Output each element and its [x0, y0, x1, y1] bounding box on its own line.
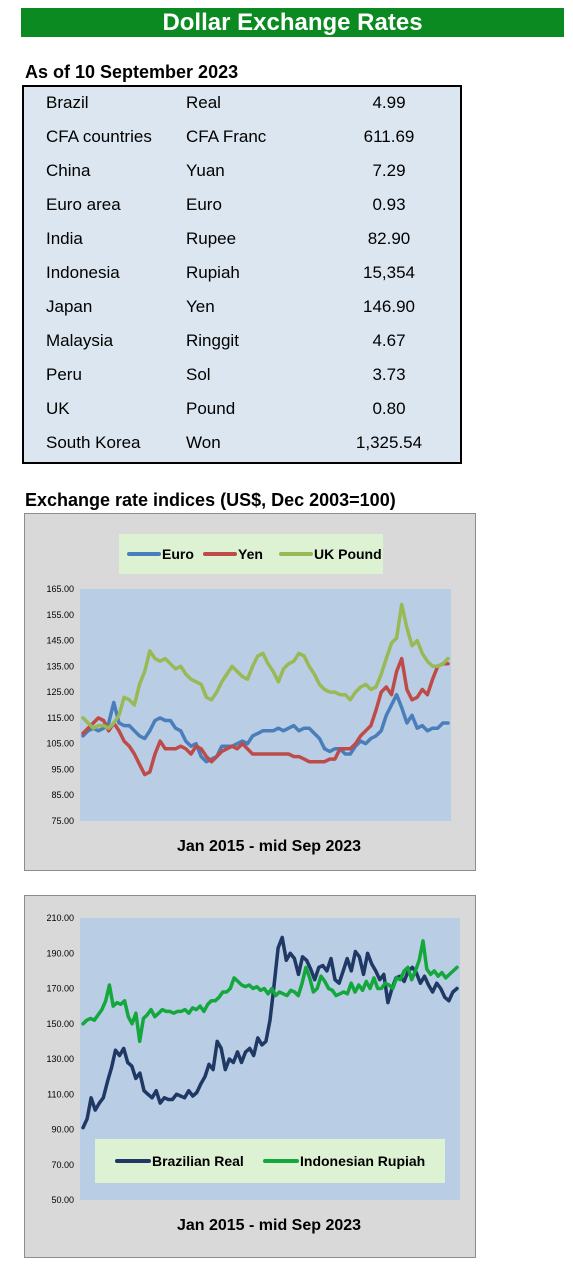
rate-currency: Pound — [186, 399, 236, 418]
rate-value: 15,354 — [363, 263, 415, 282]
y-tick-label: 165.00 — [46, 584, 74, 594]
rate-value: 611.69 — [363, 127, 415, 146]
rate-country: Euro area — [46, 195, 121, 214]
rate-country: Malaysia — [46, 331, 114, 350]
legend-label: Indonesian Rupiah — [300, 1153, 425, 1169]
rate-row: India Rupee 82.90 — [24, 229, 460, 263]
rate-row: Brazil Real 4.99 — [24, 93, 460, 127]
series-line-uk-pound — [81, 602, 450, 730]
y-tick-label: 210.00 — [46, 913, 74, 923]
chart-real-rupiah: 50.00 70.00 90.00 110.00 130.00 150.00 170.00 1… — [24, 895, 476, 1258]
y-tick-label: 150.00 — [46, 1019, 74, 1029]
y-tick-label: 70.00 — [51, 1160, 74, 1170]
rate-country: UK — [46, 399, 70, 418]
rate-currency: Rupee — [186, 229, 237, 248]
rate-country: South Korea — [46, 433, 141, 452]
rate-country: India — [46, 229, 83, 248]
rate-value: 3.73 — [372, 365, 406, 384]
rate-value: 1,325.54 — [355, 433, 423, 452]
legend-box — [119, 534, 383, 574]
legend-label: UK Pound — [314, 546, 382, 562]
y-tick-label: 85.00 — [51, 790, 74, 800]
x-axis-label: Jan 2015 - mid Sep 2023 — [177, 838, 361, 855]
rate-country: Japan — [46, 297, 93, 316]
page-title: Dollar Exchange Rates — [21, 8, 564, 37]
rate-value: 4.67 — [372, 331, 406, 350]
rate-currency: CFA Franc — [186, 127, 267, 146]
series-line-indonesian-rupiah — [81, 939, 459, 1044]
series-line-euro — [81, 692, 450, 764]
rate-country: Brazil — [46, 93, 89, 112]
chart-2-svg: 50.00 70.00 90.00 110.00 130.00 150.00 170.00 1… — [46, 913, 460, 1234]
rate-value: 0.93 — [372, 195, 406, 214]
rate-currency: Ringgit — [186, 331, 239, 350]
rate-currency: Euro — [186, 195, 222, 214]
y-tick-label: 105.00 — [46, 739, 74, 749]
y-tick-label: 125.00 — [46, 687, 74, 697]
rate-country: China — [46, 161, 91, 180]
y-tick-label: 190.00 — [46, 948, 74, 958]
rate-country: CFA countries — [46, 127, 152, 146]
rate-row: Japan Yen 146.90 — [24, 297, 460, 331]
rate-currency: Rupiah — [186, 263, 240, 282]
legend-label: Yen — [238, 546, 263, 562]
x-axis-label: Jan 2015 - mid Sep 2023 — [177, 1217, 361, 1234]
y-tick-label: 115.00 — [47, 713, 74, 723]
rate-currency: Yen — [186, 297, 215, 316]
plot-area — [80, 589, 451, 821]
rate-currency: Yuan — [186, 161, 225, 180]
rates-date-label: As of 10 September 2023 — [25, 62, 239, 82]
rate-row: Euro area Euro 0.93 — [24, 195, 460, 229]
y-tick-label: 135.00 — [46, 661, 74, 671]
rate-currency: Sol — [186, 365, 211, 384]
rate-row: Malaysia Ringgit 4.67 — [24, 331, 460, 365]
rate-value: 146.90 — [363, 297, 415, 316]
indices-title: Exchange rate indices (US$, Dec 2003=100… — [25, 490, 396, 510]
rate-value: 7.29 — [372, 161, 406, 180]
chart-1-svg: 75.00 85.00 95.00 105.00 115.00 125.00 135.00 1… — [46, 534, 451, 855]
y-tick-label: 90.00 — [51, 1125, 74, 1135]
y-tick-label: 110.00 — [47, 1089, 74, 1099]
rate-currency: Won — [186, 433, 221, 452]
y-tick-label: 75.00 — [51, 816, 74, 826]
rate-row: South Korea Won 1,325.54 — [24, 433, 460, 467]
y-tick-label: 130.00 — [46, 1054, 74, 1064]
rate-value: 0.80 — [372, 399, 406, 418]
rate-row: CFA countries CFA Franc 611.69 — [24, 127, 460, 161]
rates-table: Brazil Real 4.99 CFA countries CFA Franc 611.… — [22, 85, 462, 464]
rate-currency: Real — [186, 93, 221, 112]
rate-row: China Yuan 7.29 — [24, 161, 460, 195]
rate-row: Peru Sol 3.73 — [24, 365, 460, 399]
y-tick-label: 145.00 — [46, 636, 74, 646]
chart-euro-yen-pound: 75.00 85.00 95.00 105.00 115.00 125.00 135.00 1… — [24, 513, 476, 871]
y-tick-label: 170.00 — [46, 984, 74, 994]
rate-country: Indonesia — [46, 263, 120, 282]
legend-label: Brazilian Real — [152, 1153, 244, 1169]
series-line-yen — [81, 656, 450, 777]
rate-row: Indonesia Rupiah 15,354 — [24, 263, 460, 297]
rate-value: 82.90 — [367, 229, 411, 248]
y-tick-label: 50.00 — [51, 1195, 74, 1205]
rate-country: Peru — [46, 365, 82, 384]
rate-row: UK Pound 0.80 — [24, 399, 460, 433]
legend-label: Euro — [162, 546, 194, 562]
y-tick-label: 155.00 — [46, 610, 74, 620]
rate-value: 4.99 — [372, 93, 406, 112]
y-tick-label: 95.00 — [51, 764, 74, 774]
